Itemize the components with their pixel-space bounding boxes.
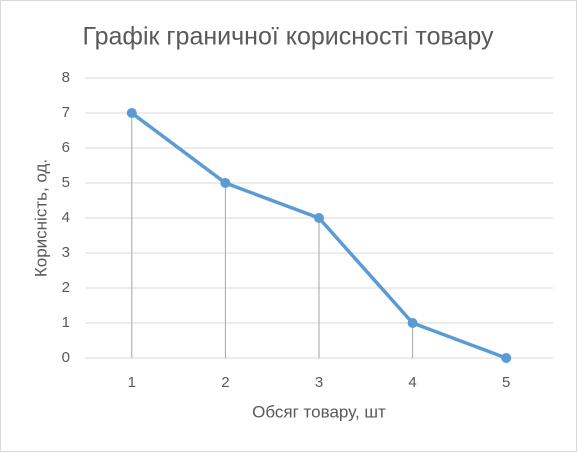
chart-title: Графік граничної корисності товару: [82, 23, 494, 51]
y-tick-label: 0: [62, 349, 70, 366]
x-tick-label: 4: [408, 374, 416, 391]
x-axis-label: Обсяг товару, шт: [252, 402, 386, 421]
y-tick-label: 7: [62, 104, 70, 121]
y-tick-label: 5: [62, 174, 70, 191]
point-marker: [220, 178, 231, 188]
x-tick-label: 5: [502, 374, 510, 391]
y-axis-label: Корисність, од.: [31, 159, 50, 277]
point-marker: [407, 318, 418, 328]
y-tick-label: 8: [62, 69, 70, 86]
x-tick-label: 2: [221, 374, 229, 391]
point-marker: [126, 108, 137, 118]
y-tick-label: 6: [62, 139, 70, 156]
y-tick-label: 1: [62, 314, 70, 331]
y-tick-label: 4: [62, 209, 70, 226]
point-marker: [501, 353, 512, 363]
point-marker: [314, 213, 324, 223]
y-tick-label: 3: [62, 244, 70, 261]
y-tick-label: 2: [62, 279, 70, 296]
x-tick-label: 1: [128, 374, 136, 391]
x-tick-label: 3: [315, 374, 323, 391]
